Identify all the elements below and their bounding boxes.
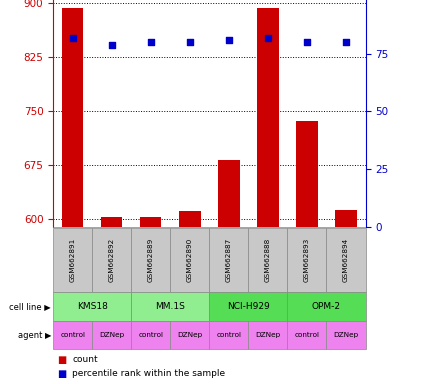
Text: DZNep: DZNep [177,332,202,338]
Point [225,37,232,43]
Text: GSM662890: GSM662890 [187,238,193,282]
Text: GSM662891: GSM662891 [70,238,76,282]
Text: GSM662893: GSM662893 [304,238,310,282]
Text: KMS18: KMS18 [77,302,108,311]
Text: ■: ■ [57,369,67,379]
Bar [335,210,357,227]
Text: DZNep: DZNep [99,332,125,338]
Text: control: control [295,332,320,338]
Bar [296,121,317,227]
Bar [218,160,240,227]
Point [343,39,349,45]
Text: DZNep: DZNep [333,332,359,338]
Text: ■: ■ [57,355,67,365]
Point [187,39,193,45]
Point [69,35,76,41]
Bar [179,212,201,227]
Bar [140,217,162,227]
Point [303,39,310,45]
Text: control: control [60,332,85,338]
Point [108,41,115,48]
Bar [257,8,279,227]
Text: GSM662894: GSM662894 [343,238,349,282]
Bar [101,217,122,227]
Point [147,39,154,45]
Text: NCI-H929: NCI-H929 [227,302,270,311]
Text: GSM662888: GSM662888 [265,238,271,282]
Text: control: control [138,332,163,338]
Text: control: control [216,332,241,338]
Text: count: count [72,355,98,364]
Text: percentile rank within the sample: percentile rank within the sample [72,369,225,378]
Text: agent ▶: agent ▶ [17,331,51,339]
Text: DZNep: DZNep [255,332,280,338]
Text: GSM662892: GSM662892 [109,238,115,282]
Text: GSM662889: GSM662889 [148,238,154,282]
Text: OPM-2: OPM-2 [312,302,341,311]
Point [264,35,271,41]
Bar [62,8,83,227]
Text: MM.1S: MM.1S [155,302,185,311]
Text: GSM662887: GSM662887 [226,238,232,282]
Text: cell line ▶: cell line ▶ [9,302,51,311]
